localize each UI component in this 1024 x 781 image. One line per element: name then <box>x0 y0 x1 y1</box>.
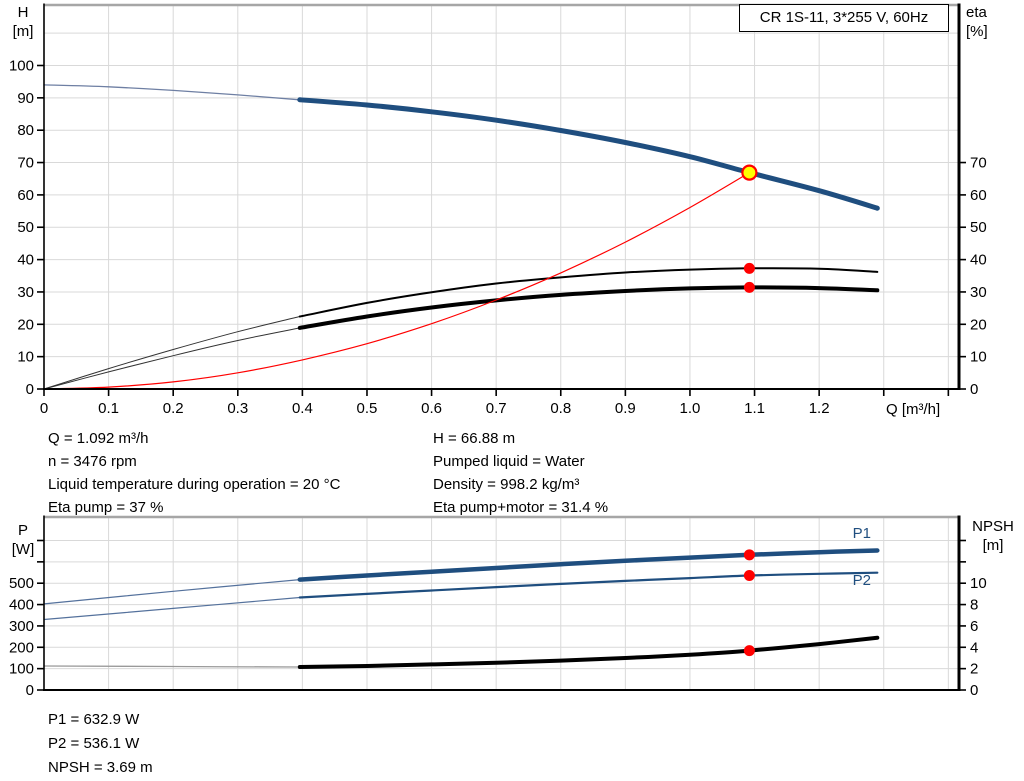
p-axis-unit: [W] <box>11 541 35 558</box>
p2-curve-extrapolated <box>43 596 301 621</box>
eta-pump-motor-curve <box>297 285 880 330</box>
left-tick-label: 70 <box>17 155 34 172</box>
x-tick-label: 0.3 <box>227 400 248 417</box>
x-tick-label: 0.1 <box>98 400 119 417</box>
eta-pump-curve-extrapolated <box>43 316 301 390</box>
eta-pump-motor-point <box>743 281 755 293</box>
x-tick-label: 1.2 <box>809 400 830 417</box>
left-tick-label: 50 <box>17 219 34 236</box>
x-tick-label: 1.1 <box>744 400 765 417</box>
q-axis-label: Q [m³/h] <box>886 400 940 419</box>
right-tick-label: 60 <box>970 187 987 204</box>
curve-label-p1: P1 <box>853 525 871 542</box>
q-axis-unit: [m³/h] <box>901 401 941 418</box>
info-line-liquid: Pumped liquid = Water <box>433 453 585 470</box>
system-curve <box>43 172 750 390</box>
eta-pump-point <box>743 262 755 274</box>
left-tick-label: 90 <box>17 90 34 107</box>
eta-axis-name: eta <box>966 4 987 21</box>
npsh-axis-label: NPSH [m] <box>962 517 1024 555</box>
left-tick-label: 80 <box>17 122 34 139</box>
left-tick-label: 400 <box>9 597 34 614</box>
x-tick-label: 1.0 <box>680 400 701 417</box>
info-line-p1: P1 = 632.9 W <box>48 711 140 728</box>
right-tick-label: 2 <box>970 661 978 678</box>
right-tick-label: 50 <box>970 219 987 236</box>
npsh-curve-extrapolated <box>43 665 301 668</box>
info-line-npsh: NPSH = 3.69 m <box>48 759 153 776</box>
left-tick-label: 20 <box>17 316 34 333</box>
p1-curve <box>297 548 880 582</box>
right-tick-label: 20 <box>970 316 987 333</box>
info-line-density: Density = 998.2 kg/m³ <box>433 476 580 493</box>
left-tick-label: 30 <box>17 284 34 301</box>
pump-title-box: CR 1S-11, 3*255 V, 60Hz <box>739 4 949 32</box>
left-tick-label: 0 <box>26 682 34 699</box>
duty-point <box>741 164 758 181</box>
x-tick-label: 0.8 <box>550 400 571 417</box>
x-tick-label: 0.7 <box>486 400 507 417</box>
p1-curve-extrapolated <box>43 579 301 605</box>
npsh-axis-name: NPSH <box>972 518 1014 535</box>
x-tick-label: 0.4 <box>292 400 313 417</box>
x-tick-label: 0.2 <box>163 400 184 417</box>
h-axis-unit: [m] <box>12 23 34 40</box>
left-tick-label: 60 <box>17 187 34 204</box>
right-tick-label: 6 <box>970 618 978 635</box>
eta-axis-unit: [%] <box>966 23 988 40</box>
npsh-axis-unit: [m] <box>982 537 1004 554</box>
p1-point <box>743 549 755 561</box>
right-tick-label: 0 <box>970 682 978 699</box>
x-tick-label: 0.9 <box>615 400 636 417</box>
right-tick-label: 40 <box>970 252 987 269</box>
right-tick-label: 4 <box>970 639 978 656</box>
right-tick-label: 0 <box>970 381 978 398</box>
p-axis-label: P [W] <box>4 521 42 559</box>
qh-curve-extrapolated <box>43 84 301 101</box>
left-tick-label: 500 <box>9 575 34 592</box>
h-axis-name: H <box>17 4 29 21</box>
info-line-eta-pump-motor: Eta pump+motor = 31.4 % <box>433 499 609 516</box>
info-line-p2: P2 = 536.1 W <box>48 735 140 752</box>
eta-pump-motor-curve-extrapolated <box>43 327 301 390</box>
p-axis-name: P <box>17 522 28 539</box>
npsh-point <box>743 645 755 657</box>
info-line-temperature: Liquid temperature during operation = 20… <box>48 476 341 493</box>
left-tick-label: 10 <box>17 349 34 366</box>
duty-info-right: H = 66.88 m Pumped liquid = Water Densit… <box>433 427 608 519</box>
eta-pump-curve <box>298 267 879 318</box>
left-tick-label: 100 <box>9 661 34 678</box>
left-tick-label: 200 <box>9 639 34 656</box>
duty-info-left: Q = 1.092 m³/h n = 3476 rpm Liquid tempe… <box>48 427 340 519</box>
curve-label-p2: P2 <box>853 572 871 589</box>
right-tick-label: 8 <box>970 597 978 614</box>
right-tick-label: 10 <box>970 575 987 592</box>
left-tick-label: 300 <box>9 618 34 635</box>
x-tick-label: 0.5 <box>357 400 378 417</box>
info-line-n: n = 3476 rpm <box>48 453 137 470</box>
eta-axis-label: eta [%] <box>966 3 1010 41</box>
left-tick-label: 100 <box>9 57 34 74</box>
p2-curve <box>298 571 879 599</box>
right-tick-label: 30 <box>970 284 987 301</box>
npsh-curve <box>297 635 880 669</box>
h-axis-label: H [m] <box>4 3 42 41</box>
info-line-eta-pump: Eta pump = 37 % <box>48 499 164 516</box>
qh-curve <box>297 97 880 211</box>
x-tick-label: 0.6 <box>421 400 442 417</box>
right-tick-label: 70 <box>970 155 987 172</box>
p2-point <box>743 569 755 581</box>
info-line-h: H = 66.88 m <box>433 430 516 447</box>
q-axis-name: Q <box>886 401 898 418</box>
info-line-q: Q = 1.092 m³/h <box>48 430 149 447</box>
power-info: P1 = 632.9 W P2 = 536.1 W NPSH = 3.69 m <box>48 708 153 780</box>
left-tick-label: 0 <box>26 381 34 398</box>
x-tick-label: 0 <box>40 400 48 417</box>
right-tick-label: 10 <box>970 349 987 366</box>
left-tick-label: 40 <box>17 252 34 269</box>
